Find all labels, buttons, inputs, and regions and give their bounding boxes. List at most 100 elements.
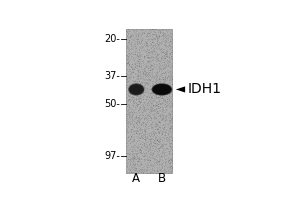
Point [161, 69, 166, 72]
Ellipse shape [152, 84, 171, 95]
Point [143, 125, 148, 128]
Point [135, 130, 140, 133]
Point [146, 166, 151, 169]
Point [152, 105, 157, 108]
Point [129, 156, 134, 160]
Point [126, 159, 131, 162]
Point [164, 165, 168, 168]
Point [159, 148, 164, 151]
Point [141, 98, 146, 102]
Point [159, 34, 164, 37]
Point [126, 79, 131, 82]
Point [151, 96, 156, 99]
Point [167, 28, 171, 31]
Point [149, 150, 154, 153]
Point [132, 115, 137, 119]
Point [131, 141, 136, 144]
Point [131, 103, 136, 106]
Point [169, 40, 173, 44]
Point [160, 82, 165, 85]
Point [152, 38, 157, 41]
Point [161, 119, 166, 122]
Point [138, 110, 142, 113]
Point [127, 139, 132, 142]
Point [153, 154, 158, 157]
Point [157, 50, 162, 53]
Point [135, 123, 140, 126]
Point [160, 81, 165, 84]
Point [168, 38, 173, 41]
Point [169, 95, 174, 98]
Point [132, 115, 136, 119]
Point [150, 98, 155, 101]
Point [150, 61, 154, 64]
Point [143, 149, 148, 152]
Point [158, 84, 163, 87]
Point [155, 117, 160, 120]
Point [158, 85, 163, 88]
Point [143, 101, 148, 104]
Point [169, 82, 174, 85]
Point [129, 128, 134, 131]
Point [158, 62, 162, 65]
Point [154, 104, 159, 107]
Point [169, 116, 174, 119]
Point [124, 158, 129, 161]
Point [133, 154, 138, 157]
Point [169, 72, 174, 75]
Point [130, 120, 135, 124]
Point [154, 167, 159, 170]
Point [147, 76, 152, 79]
Point [160, 170, 165, 174]
Point [127, 61, 132, 64]
Point [161, 134, 166, 137]
Point [168, 120, 173, 124]
Point [125, 138, 130, 142]
Point [128, 58, 132, 61]
Point [126, 107, 131, 110]
Point [145, 50, 150, 53]
Point [125, 89, 130, 93]
Point [152, 79, 157, 82]
Point [150, 171, 154, 174]
Point [132, 68, 136, 71]
Point [136, 143, 141, 147]
Point [147, 42, 152, 45]
Point [153, 76, 158, 79]
Point [164, 104, 168, 107]
Point [152, 123, 157, 126]
Point [124, 169, 129, 172]
Point [135, 113, 140, 116]
Point [134, 137, 139, 140]
Point [144, 59, 149, 62]
Point [152, 62, 157, 66]
Point [165, 116, 170, 119]
Point [144, 83, 148, 86]
Point [124, 141, 129, 144]
Point [145, 170, 150, 173]
Point [160, 47, 164, 50]
Point [138, 99, 143, 102]
Point [158, 114, 163, 118]
Point [163, 39, 168, 42]
Point [125, 78, 130, 81]
Point [151, 170, 155, 173]
Point [129, 68, 134, 71]
Point [145, 33, 150, 37]
Point [128, 124, 133, 127]
Point [169, 134, 174, 137]
Point [131, 43, 136, 46]
Point [144, 97, 149, 101]
Point [138, 167, 142, 170]
Point [125, 152, 130, 155]
Point [131, 133, 136, 136]
Point [149, 127, 154, 130]
Point [134, 109, 139, 112]
Point [135, 28, 140, 32]
Point [165, 110, 170, 113]
Point [157, 137, 162, 140]
Point [153, 117, 158, 120]
Point [147, 66, 152, 69]
Point [138, 148, 143, 152]
Point [165, 107, 170, 110]
